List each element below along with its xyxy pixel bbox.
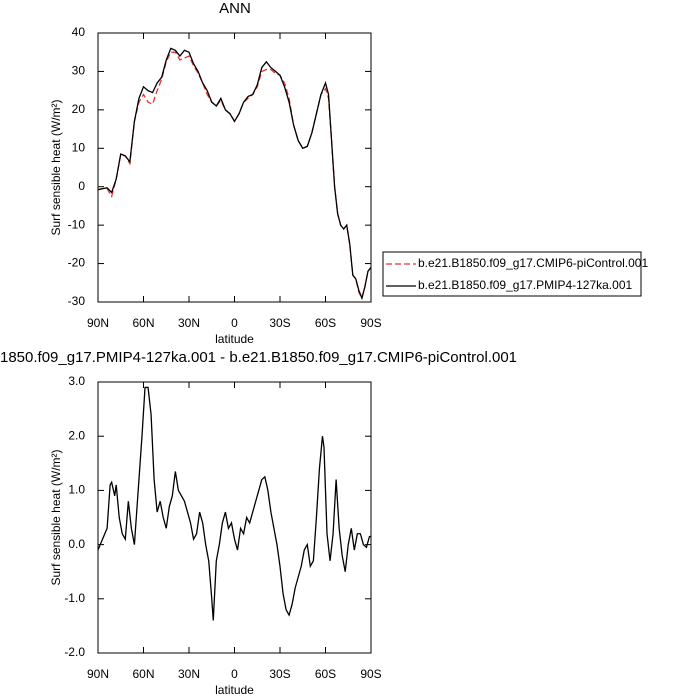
y-tick-label: -2.0 (64, 645, 85, 659)
x-tick-label: 30S (269, 316, 290, 330)
y-tick-label: 3.0 (68, 374, 85, 388)
y-tick-label: -30 (68, 294, 86, 308)
x-tick-label: 60N (132, 316, 154, 330)
y-tick-label: 30 (72, 64, 86, 78)
plot-frame (97, 32, 372, 303)
x-tick-label: 90N (87, 316, 109, 330)
x-tick-label: 30N (178, 316, 200, 330)
y-tick-label: 20 (72, 102, 86, 116)
y-tick-label: 0 (78, 179, 85, 193)
y-tick-label: 40 (72, 25, 86, 39)
y-tick-label: 10 (72, 140, 86, 154)
x-tick-label: 0 (231, 316, 238, 330)
y-tick-label: -20 (68, 256, 86, 270)
legend-label: b.e21.B1850.f09_g17.CMIP6-piControl.001 (418, 256, 648, 270)
x-tick-label: 90N (87, 667, 109, 681)
y-axis-label: Surf sensible heat (W/m²) (49, 99, 63, 235)
chart-title: 1850.f09_g17.PMIP4-127ka.001 - b.e21.B18… (0, 349, 517, 366)
legend-label: b.e21.B1850.f09_g17.PMIP4-127ka.001 (418, 278, 632, 292)
x-tick-label: 90S (360, 316, 381, 330)
x-axis-label: latitude (215, 332, 254, 346)
x-tick-label: 90S (360, 667, 381, 681)
x-tick-label: 60S (315, 316, 336, 330)
y-tick-label: 0.0 (68, 537, 85, 551)
x-tick-label: 60S (315, 667, 336, 681)
y-tick-label: -1.0 (64, 591, 85, 605)
data-line (97, 386, 371, 621)
plot-frame (97, 381, 372, 654)
x-tick-label: 60N (132, 667, 154, 681)
x-tick-label: 30S (269, 667, 290, 681)
x-tick-label: 0 (231, 667, 238, 681)
legend-box (382, 251, 642, 297)
chart-title: ANN (219, 0, 251, 17)
y-tick-label: 2.0 (68, 428, 85, 442)
y-tick-label: 1.0 (68, 483, 85, 497)
x-tick-label: 30N (178, 667, 200, 681)
y-tick-label: -10 (68, 217, 86, 231)
data-line (97, 51, 372, 300)
x-axis-label: latitude (215, 683, 254, 697)
y-axis-label: Surf sensible heat (W/m²) (49, 449, 63, 585)
data-line (97, 47, 372, 301)
